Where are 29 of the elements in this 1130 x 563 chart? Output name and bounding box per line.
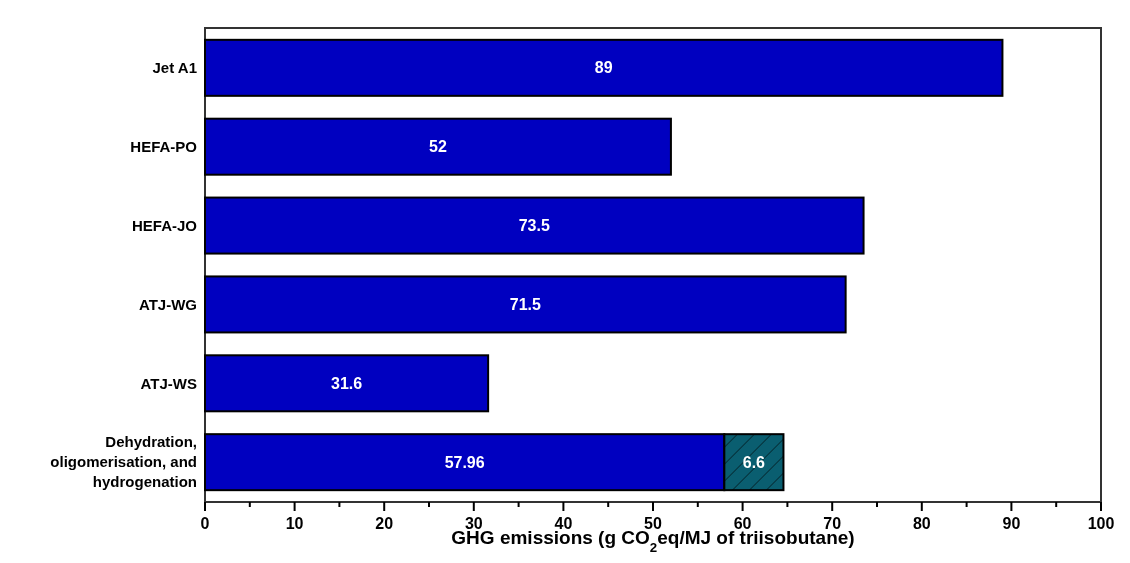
y-tick-label: ATJ-WG (138, 295, 197, 313)
y-tick-label: HEFA-JO (131, 216, 198, 234)
y-tick-label: Dehydration, oligomerisation, and hydrogenation (50, 433, 197, 491)
data-label: 57.96 (444, 453, 485, 471)
data-label: 71.5 (509, 296, 541, 314)
bar (204, 196, 865, 255)
y-tick-label: Jet A1 (152, 59, 197, 77)
data-label: 52 (429, 138, 447, 156)
bar (204, 354, 490, 413)
x-tick-label: 80 (912, 515, 931, 532)
x-tick-label: 90 (1002, 515, 1021, 532)
y-tick-label: HEFA-PO (130, 137, 198, 155)
x-tick-label: 30 (464, 515, 483, 532)
data-label: 89 (594, 59, 613, 77)
data-label: 31.6 (331, 374, 363, 392)
x-tick-label: 70 (823, 515, 842, 532)
x-tick-label: 100 (1087, 515, 1115, 532)
bar (204, 117, 672, 176)
bar (204, 38, 1004, 97)
x-tick-label: 20 (375, 515, 394, 532)
x-tick-label: 40 (554, 515, 573, 532)
x-tick-label: 50 (644, 515, 662, 532)
data-label: 6.6 (742, 453, 766, 471)
data-label: 73.5 (518, 217, 550, 235)
x-tick-label: 60 (733, 515, 752, 532)
bar (204, 275, 847, 334)
x-tick-label: 10 (285, 515, 304, 532)
x-tick-label: 0 (200, 515, 210, 532)
y-tick-label: ATJ-WS (140, 374, 197, 392)
